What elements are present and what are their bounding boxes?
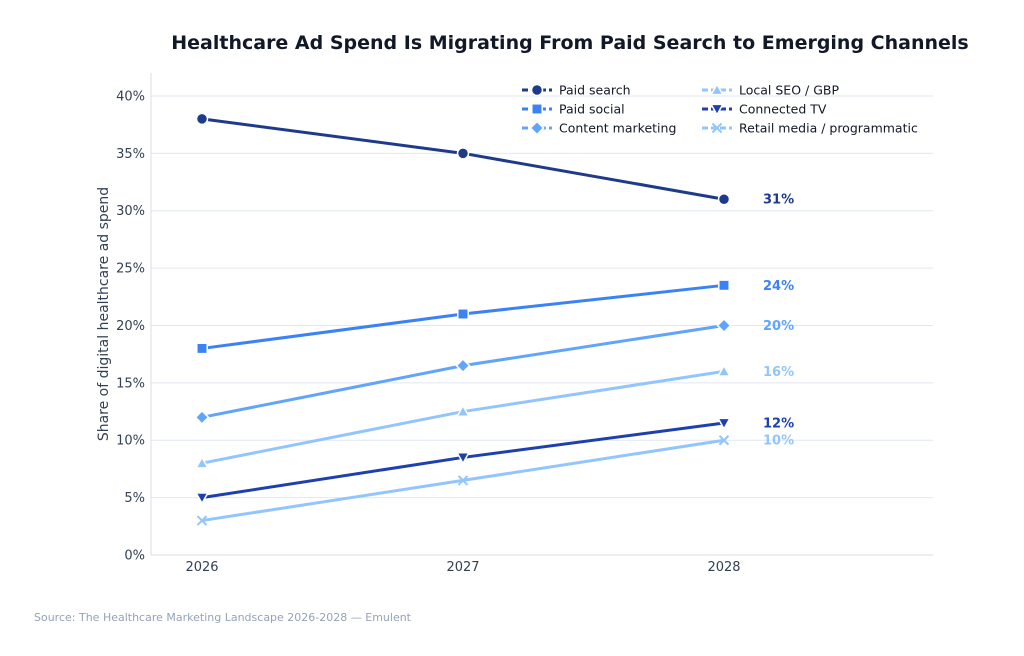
legend-item-retail-media-programmatic: Retail media / programmatic xyxy=(702,121,918,136)
legend-marker-connected-tv xyxy=(709,103,725,117)
data-point-content-marketing xyxy=(455,358,471,374)
legend-marker-content-marketing xyxy=(529,120,545,136)
data-point-paid-social xyxy=(718,279,730,292)
x-tick-label: 2026 xyxy=(185,560,218,575)
data-point-paid-search xyxy=(717,192,731,206)
data-point-content-marketing xyxy=(194,409,210,425)
series-retail-media-programmatic xyxy=(196,435,730,526)
legend: Paid search Paid social Content marketing L… xyxy=(522,83,918,136)
legend-label: Connected TV xyxy=(739,102,827,117)
data-point-paid-search xyxy=(195,112,209,126)
legend-label: Content marketing xyxy=(559,121,676,136)
end-label-connected-tv: 12% xyxy=(763,417,794,432)
y-tick-label: 20% xyxy=(116,319,145,334)
end-label-paid-search: 31% xyxy=(763,193,794,208)
legend-item-paid-search: Paid search xyxy=(522,83,631,98)
legend-item-content-marketing: Content marketing xyxy=(522,120,676,136)
legend-marker-paid-social xyxy=(531,103,543,115)
y-tick-label: 25% xyxy=(116,262,145,277)
series-content-marketing xyxy=(194,317,732,425)
data-point-connected-tv xyxy=(716,417,732,431)
x-tick-label: 2027 xyxy=(446,560,479,575)
legend-marker-paid-search xyxy=(530,83,544,97)
end-labels: 31% 24% 20% 16% 12% 10% xyxy=(763,193,794,449)
data-point-paid-social xyxy=(457,308,469,320)
legend-label: Paid search xyxy=(559,83,631,98)
end-label-retail-media-programmatic: 10% xyxy=(763,434,794,449)
series-paid-social xyxy=(196,279,730,355)
source-note: Source: The Healthcare Marketing Landsca… xyxy=(34,611,412,624)
y-tick-label: 5% xyxy=(124,491,145,506)
legend-label: Local SEO / GBP xyxy=(739,83,839,98)
y-tick-label: 30% xyxy=(116,204,145,219)
end-label-local-seo-gbp: 16% xyxy=(763,365,794,380)
data-point-paid-social xyxy=(196,342,208,355)
data-point-local-seo-gbp xyxy=(716,364,732,377)
legend-item-local-seo-gbp: Local SEO / GBP xyxy=(702,83,839,98)
y-tick-label: 40% xyxy=(116,89,145,104)
legend-label: Paid social xyxy=(559,102,625,117)
series-paid-search xyxy=(195,112,731,206)
data-point-retail-media-programmatic xyxy=(718,435,730,446)
legend-item-connected-tv: Connected TV xyxy=(702,102,827,117)
y-axis-label: Share of digital healthcare ad spend xyxy=(96,187,112,441)
data-point-connected-tv xyxy=(194,492,210,505)
grid xyxy=(151,95,933,556)
chart-title: Healthcare Ad Spend Is Migrating From Pa… xyxy=(171,32,968,54)
series-line-local-seo-gbp xyxy=(200,369,726,465)
y-tick-label: 0% xyxy=(124,549,145,564)
series-local-seo-gbp xyxy=(194,364,732,469)
series-group xyxy=(194,112,732,526)
series-connected-tv xyxy=(194,417,732,505)
x-tick-label: 2028 xyxy=(707,560,740,575)
end-label-paid-social: 24% xyxy=(763,279,794,294)
data-point-local-seo-gbp xyxy=(194,455,210,469)
legend-item-paid-social: Paid social xyxy=(522,102,625,117)
y-tick-label: 35% xyxy=(116,147,145,162)
data-point-connected-tv xyxy=(455,452,471,465)
data-point-content-marketing xyxy=(716,317,732,334)
data-point-retail-media-programmatic xyxy=(196,515,208,526)
data-point-retail-media-programmatic xyxy=(457,475,469,486)
legend-marker-local-seo-gbp xyxy=(709,82,725,96)
axes: 0% 5% 10% 15% 20% 25% 30% 35% 40% 2026 2027 2028 xyxy=(116,73,933,575)
y-tick-label: 15% xyxy=(116,376,145,391)
legend-marker-retail-media-programmatic xyxy=(711,122,723,134)
legend-label: Retail media / programmatic xyxy=(739,121,918,136)
data-point-local-seo-gbp xyxy=(455,404,471,417)
end-label-content-marketing: 20% xyxy=(763,319,794,334)
data-point-paid-search xyxy=(456,147,470,160)
y-tick-label: 10% xyxy=(116,434,145,449)
